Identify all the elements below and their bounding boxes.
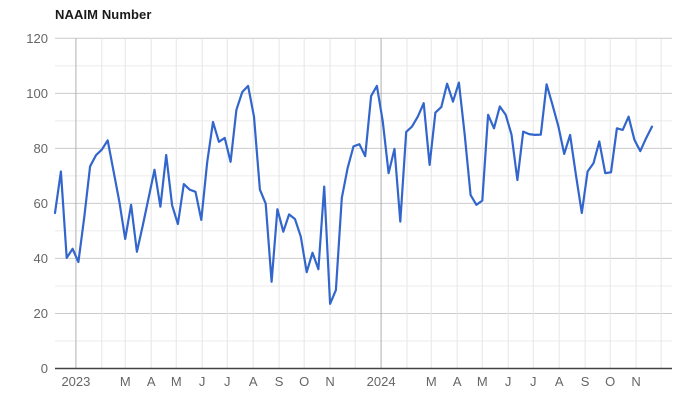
x-tick-label: J xyxy=(199,374,206,389)
gridlines-horizontal-minor xyxy=(55,65,672,342)
x-tick-label: M xyxy=(171,374,182,389)
x-tick-label: A xyxy=(453,374,462,389)
y-tick-label: 100 xyxy=(26,86,48,101)
x-tick-label: O xyxy=(299,374,309,389)
gridlines-vertical-months xyxy=(75,38,662,369)
y-axis-labels: 0 20 40 60 80 100 120 xyxy=(26,31,48,376)
y-tick-label: 0 xyxy=(41,361,48,376)
x-tick-label: 2024 xyxy=(367,374,396,389)
x-tick-label: S xyxy=(275,374,284,389)
y-tick-label: 80 xyxy=(34,141,48,156)
y-tick-label: 120 xyxy=(26,31,48,46)
x-tick-label: N xyxy=(631,374,640,389)
x-tick-label: N xyxy=(325,374,334,389)
x-tick-label: J xyxy=(530,374,537,389)
x-tick-label: A xyxy=(147,374,156,389)
y-tick-label: 40 xyxy=(34,251,48,266)
y-tick-label: 20 xyxy=(34,306,48,321)
x-tick-label: A xyxy=(249,374,258,389)
naaim-series-line xyxy=(53,81,654,305)
chart-title: NAAIM Number xyxy=(55,7,152,22)
x-tick-label: O xyxy=(605,374,615,389)
x-tick-label: M xyxy=(120,374,131,389)
gridlines-horizontal-major xyxy=(55,37,672,314)
x-tick-label: A xyxy=(555,374,564,389)
x-tick-label: J xyxy=(505,374,512,389)
x-tick-label: M xyxy=(426,374,437,389)
x-tick-label: J xyxy=(224,374,231,389)
x-tick-label: S xyxy=(581,374,590,389)
x-axis-labels: 2023 M A M J J A S O N 2024 M A M J J A S O N xyxy=(61,374,640,389)
x-tick-label: M xyxy=(477,374,488,389)
y-tick-label: 60 xyxy=(34,196,48,211)
x-tick-label: 2023 xyxy=(61,374,90,389)
